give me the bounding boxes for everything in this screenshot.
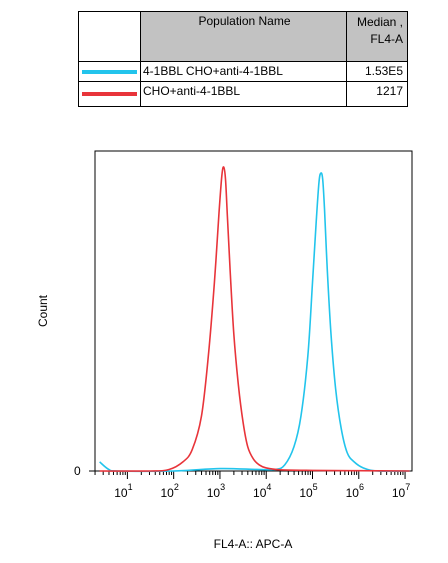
legend-header-median-cell: Median , FL4-A [347,12,407,61]
histogram-series-line [99,166,410,472]
x-axis-tick-label: 107 [392,482,410,500]
x-axis-tick-label: 104 [253,482,271,500]
y-axis-zero-label: 0 [74,464,81,478]
x-axis-tick-label: 101 [114,482,132,500]
x-axis-tick-labels: 101 102 103 104 105 106 107 [114,482,410,500]
legend-swatch-cell [79,82,141,106]
legend-population-name: 4-1BBL CHO+anti-4-1BBL [143,64,283,78]
legend-name-cell: 4-1BBL CHO+anti-4-1BBL [141,62,347,81]
x-axis-tick-label: 102 [160,482,178,500]
legend-row: 4-1BBL CHO+anti-4-1BBL 1.53E5 [79,61,407,81]
legend-median-cell: 1217 [347,82,407,106]
legend-name-cell: CHO+anti-4-1BBL [141,82,347,106]
y-axis-title: Count [36,294,50,327]
legend-header-name-cell: Population Name [141,12,347,61]
legend-row: CHO+anti-4-1BBL 1217 [79,81,407,106]
legend-header-median-line2: FL4-A [370,32,403,46]
x-axis-tick-label: 103 [207,482,225,500]
legend-median-cell: 1.53E5 [347,62,407,81]
histogram-chart: 101 102 103 104 105 106 107 0 Count FL4-A:: AP… [36,150,413,551]
legend-swatch-line [82,92,137,96]
plot-frame [94,150,413,472]
x-axis-title: FL4-A:: APC-A [214,537,293,551]
legend-population-name: CHO+anti-4-1BBL [143,84,241,98]
histogram-curves [99,166,410,473]
legend-swatch-cell [79,62,141,81]
histogram-series-line [99,172,410,473]
legend-median-value: 1217 [376,84,403,98]
legend-header-swatch-cell [79,12,141,61]
legend-header-name: Population Name [198,14,291,28]
legend-table: Population Name Median , FL4-A 4-1BBL CH… [78,11,408,107]
legend-header-median-line1: Median , [356,15,403,29]
x-axis-tick-label: 106 [346,482,364,500]
legend-header-row: Population Name Median , FL4-A [79,12,407,61]
x-axis-major-ticks [126,471,406,479]
legend-median-value: 1.53E5 [364,64,403,78]
legend-header-median: Median , FL4-A [347,12,407,48]
x-axis-tick-label: 105 [299,482,317,500]
legend-swatch-line [82,69,137,74]
